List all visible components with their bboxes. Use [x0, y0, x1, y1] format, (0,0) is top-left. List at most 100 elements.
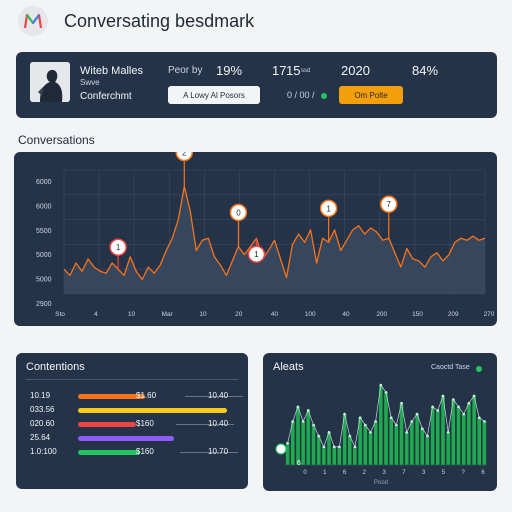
avatar-image [30, 62, 70, 102]
alert-bar [368, 432, 373, 466]
marker-label: 0 [236, 208, 241, 217]
x-tick-label: 20 [235, 311, 243, 318]
logo-icon [24, 13, 42, 29]
alert-bar [456, 406, 461, 466]
row-right-value: 10.40 [208, 419, 229, 428]
alert-x-tick: 0 [303, 470, 307, 476]
alert-x-tick: 2 [363, 470, 367, 476]
status-pill[interactable]: A Lowy Al Posors [168, 86, 260, 104]
app-header: Conversating besdmark [0, 0, 512, 44]
divider [26, 379, 238, 380]
marker-label: 7 [387, 200, 392, 209]
alert-bar [471, 395, 477, 466]
row-right-value: 10.40 [208, 391, 229, 400]
conversations-chart-card: 6000 6000 5500 5000 5000 2900 Sto 4 10 Mar 10 20 40 1… [14, 143, 497, 326]
x-tick-label: 100 [305, 311, 316, 318]
online-dot-icon [321, 93, 327, 99]
alert-bar [285, 442, 290, 466]
row-value: $160 [136, 419, 154, 428]
alert-bar [445, 432, 451, 466]
alert-bar [295, 406, 301, 466]
y-tick-label: 5000 [36, 252, 52, 259]
marker-badge [229, 203, 248, 222]
alert-x-tick: ? [462, 470, 466, 476]
alert-x-tick: 5 [442, 470, 446, 476]
alerts-title: Aleats [273, 361, 304, 373]
alert-x-tick: 3 [422, 470, 426, 476]
x-tick-label: Sto [55, 311, 65, 318]
x-tick-label: 150 [412, 311, 423, 318]
row-bar[interactable] [78, 394, 145, 399]
contentions-card: Contentions 10.19 $1.60 10.40 033.56 020.60 $… [16, 353, 248, 489]
marker-badge [319, 199, 338, 218]
marker-label: 1 [116, 243, 121, 252]
alert-bar [347, 435, 353, 466]
alert-bar [409, 421, 415, 466]
alert-bar [331, 446, 337, 466]
alert-bar [352, 446, 358, 466]
alert-bar [404, 432, 409, 466]
alert-bar [482, 421, 487, 466]
marker-label: 2 [182, 152, 187, 158]
x-tick-label: Mar [162, 311, 174, 318]
alert-x-label: Pood [374, 480, 388, 486]
stat4-value: 84% [412, 63, 439, 78]
x-tick-label: 270 [484, 311, 495, 318]
alert-bar [300, 421, 306, 466]
y-tick-label: 5000 [36, 277, 52, 284]
app-logo[interactable] [18, 6, 48, 36]
x-tick-label: 209 [448, 311, 459, 318]
alert-bar [306, 410, 311, 466]
row-right-value: 10.70 [208, 447, 229, 456]
alert-bar [321, 446, 327, 466]
alert-x-tick: 7 [402, 470, 406, 476]
alerts-legend: Caoctd Tase [431, 364, 470, 371]
row-label: 25.64 [30, 433, 51, 442]
row-track [180, 452, 238, 453]
row-bar[interactable] [78, 450, 140, 455]
x-tick-label: 200 [376, 311, 387, 318]
marker-badge [109, 238, 127, 256]
conversations-title: Conversations [18, 133, 95, 147]
series-line [63, 185, 486, 281]
alert-marker [275, 443, 287, 455]
contentions-title: Contentions [26, 361, 85, 373]
row-bar[interactable] [78, 408, 227, 413]
alert-bar [476, 417, 482, 466]
x-tick-label: 40 [271, 311, 279, 318]
stat1-value: 19% [216, 63, 243, 78]
marker-badge [380, 195, 398, 213]
avatar[interactable] [30, 62, 70, 102]
x-tick-label: 4 [94, 311, 98, 318]
row-bar[interactable] [78, 422, 136, 427]
stat1-label: Peor by [168, 65, 203, 76]
profile-name: Witeb Malles [80, 65, 143, 77]
alert-x-tick: 3 [382, 470, 386, 476]
alert-bar [420, 428, 425, 466]
y-tick-label: 2900 [36, 301, 52, 308]
action-button[interactable]: Om Polte [339, 86, 403, 104]
row-label: 033.56 [30, 405, 55, 414]
alert-bar [337, 446, 342, 466]
stat2-value: 17 [272, 63, 287, 78]
alert-x-tick: 6 [481, 470, 485, 476]
stat2-suffix: 15 [286, 63, 301, 78]
row-bar[interactable] [78, 436, 174, 441]
alert-bar [373, 421, 378, 466]
alert-bar [394, 424, 399, 466]
stat3-value: 2020 [341, 63, 370, 78]
marker-label: 1 [326, 204, 331, 213]
alerts-card: Aleats Caoctd Tase 6 0 1 6 2 3 7 3 5? 6 Pood [263, 353, 497, 491]
alert-trend-line [287, 384, 485, 448]
marker-label: 1 [254, 250, 259, 259]
alert-bar [383, 392, 389, 466]
row-track [176, 424, 234, 425]
profile-status: Conferchmt [80, 91, 132, 102]
alert-bar [466, 403, 472, 466]
alert-bar [414, 413, 420, 466]
x-tick-label: 10 [199, 311, 207, 318]
row-label: 1.0:100 [30, 447, 57, 456]
row-track [185, 396, 243, 397]
